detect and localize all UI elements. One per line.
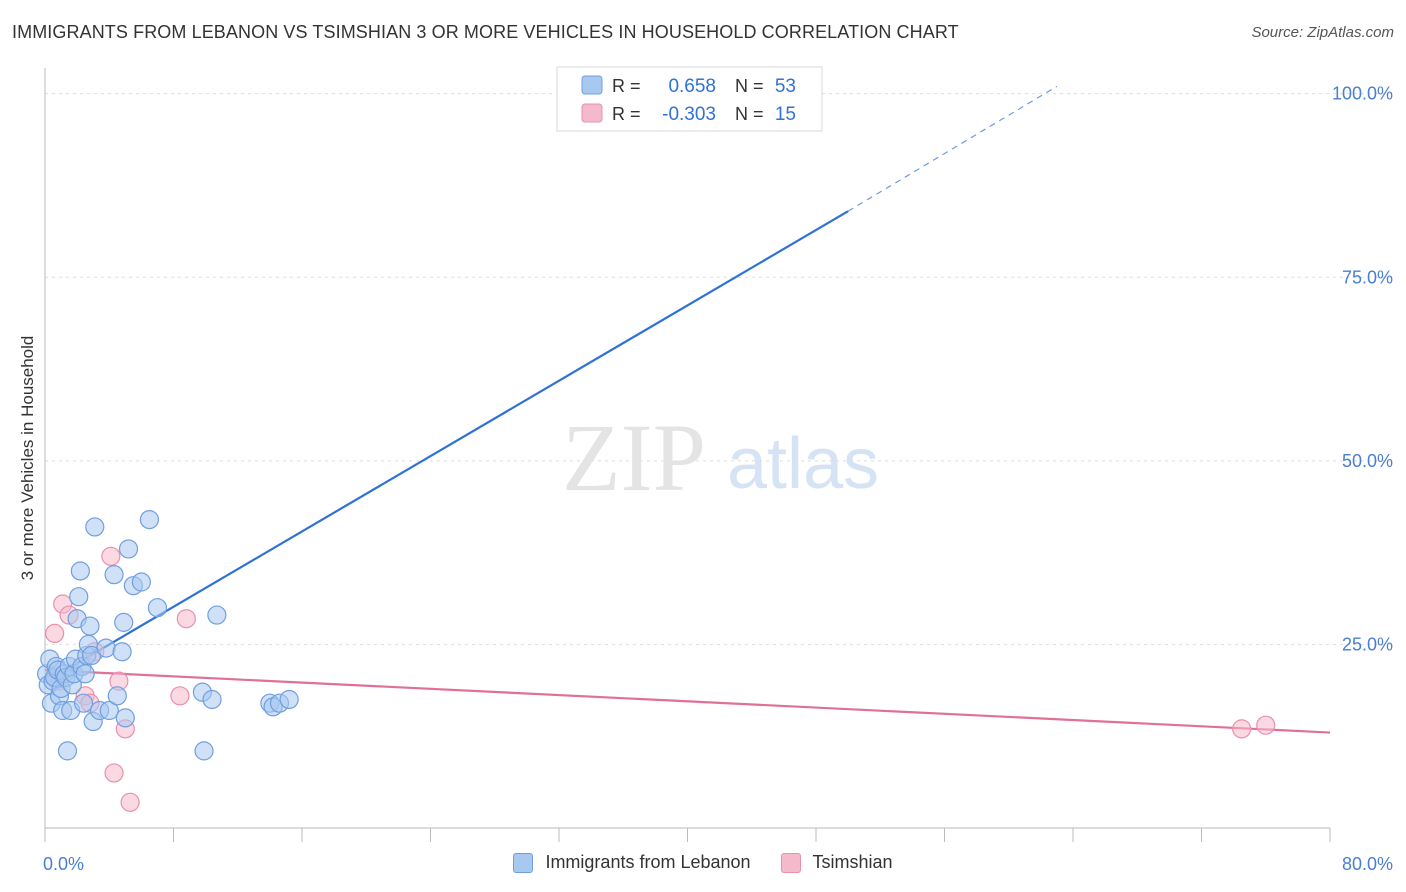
point-tsimshian: [1256, 715, 1276, 735]
legend-r-value-1: 0.658: [668, 76, 716, 97]
series-legend: Immigrants from Lebanon Tsimshian: [0, 852, 1406, 873]
trend-line-lebanon: [52, 210, 849, 679]
point-lebanon: [57, 741, 78, 761]
point-tsimshian: [45, 623, 65, 644]
trend-line-tsimshian: [44, 669, 1331, 734]
point-lebanon: [99, 700, 119, 721]
point-lebanon: [73, 693, 94, 713]
y-tick-label: 25.0%: [1342, 634, 1393, 654]
correlation-legend: R = 0.658 N = 53 R = -0.303 N = 15: [556, 66, 823, 132]
legend-swatch-blue: [581, 75, 603, 95]
point-lebanon: [75, 664, 95, 684]
point-lebanon: [112, 642, 132, 662]
trend-lines: [44, 85, 1331, 734]
point-lebanon: [202, 689, 222, 710]
y-tick-label: 100.0%: [1332, 84, 1393, 104]
x-tick-label: 0.0%: [43, 854, 84, 874]
point-lebanon: [147, 598, 168, 618]
watermark-atlas: atlas: [727, 424, 879, 504]
x-tick-label: 80.0%: [1342, 854, 1393, 874]
source-label: Source: ZipAtlas.com: [1251, 24, 1394, 41]
point-tsimshian: [104, 763, 124, 783]
point-lebanon: [80, 616, 100, 636]
point-lebanon: [207, 605, 227, 625]
legend-swatch-tsimshian: [780, 852, 801, 873]
point-tsimshian: [170, 686, 190, 706]
legend-r-label-1: R =: [612, 76, 641, 96]
y-tick-label: 50.0%: [1342, 451, 1393, 471]
point-lebanon: [114, 612, 134, 632]
trend-line-lebanon-extension: [847, 85, 1058, 212]
point-tsimshian: [101, 546, 121, 566]
legend-item-tsimshian: Tsimshian: [780, 852, 893, 873]
legend-swatch-lebanon: [513, 852, 534, 873]
data-points: [37, 84, 1276, 812]
point-lebanon: [131, 572, 151, 592]
point-lebanon: [70, 561, 90, 581]
point-lebanon: [118, 539, 139, 559]
legend-n-label-1: N =: [735, 76, 764, 96]
point-lebanon: [96, 638, 116, 658]
chart-title: IMMIGRANTS FROM LEBANON VS TSIMSHIAN 3 O…: [12, 22, 959, 42]
gridlines: [45, 93, 1392, 645]
tick-labels: 25.0% 50.0% 75.0% 100.0% 0.0% 80.0%: [43, 84, 1393, 874]
point-lebanon: [104, 565, 124, 585]
legend-n-label-2: N =: [735, 104, 764, 124]
legend-r-value-2: -0.303: [662, 104, 716, 125]
point-tsimshian: [1232, 719, 1252, 739]
point-tsimshian: [176, 609, 196, 629]
point-lebanon: [194, 741, 214, 761]
legend-label-lebanon: Immigrants from Lebanon: [545, 852, 751, 872]
legend-r-label-2: R =: [612, 104, 641, 124]
y-tick-label: 75.0%: [1342, 267, 1393, 287]
point-lebanon: [115, 708, 135, 728]
legend-n-value-1: 53: [775, 76, 796, 97]
legend-n-value-2: 15: [775, 104, 796, 125]
point-tsimshian: [120, 792, 140, 812]
point-lebanon: [279, 689, 299, 710]
legend-swatch-pink: [581, 103, 603, 123]
watermark-zip: ZIP: [562, 404, 706, 511]
legend-item-lebanon: Immigrants from Lebanon: [513, 852, 751, 873]
point-lebanon: [85, 517, 105, 537]
watermark: ZIP atlas: [562, 404, 879, 511]
point-lebanon: [107, 686, 127, 706]
point-lebanon: [69, 587, 89, 607]
point-lebanon: [139, 509, 160, 530]
legend-label-tsimshian: Tsimshian: [812, 852, 893, 872]
